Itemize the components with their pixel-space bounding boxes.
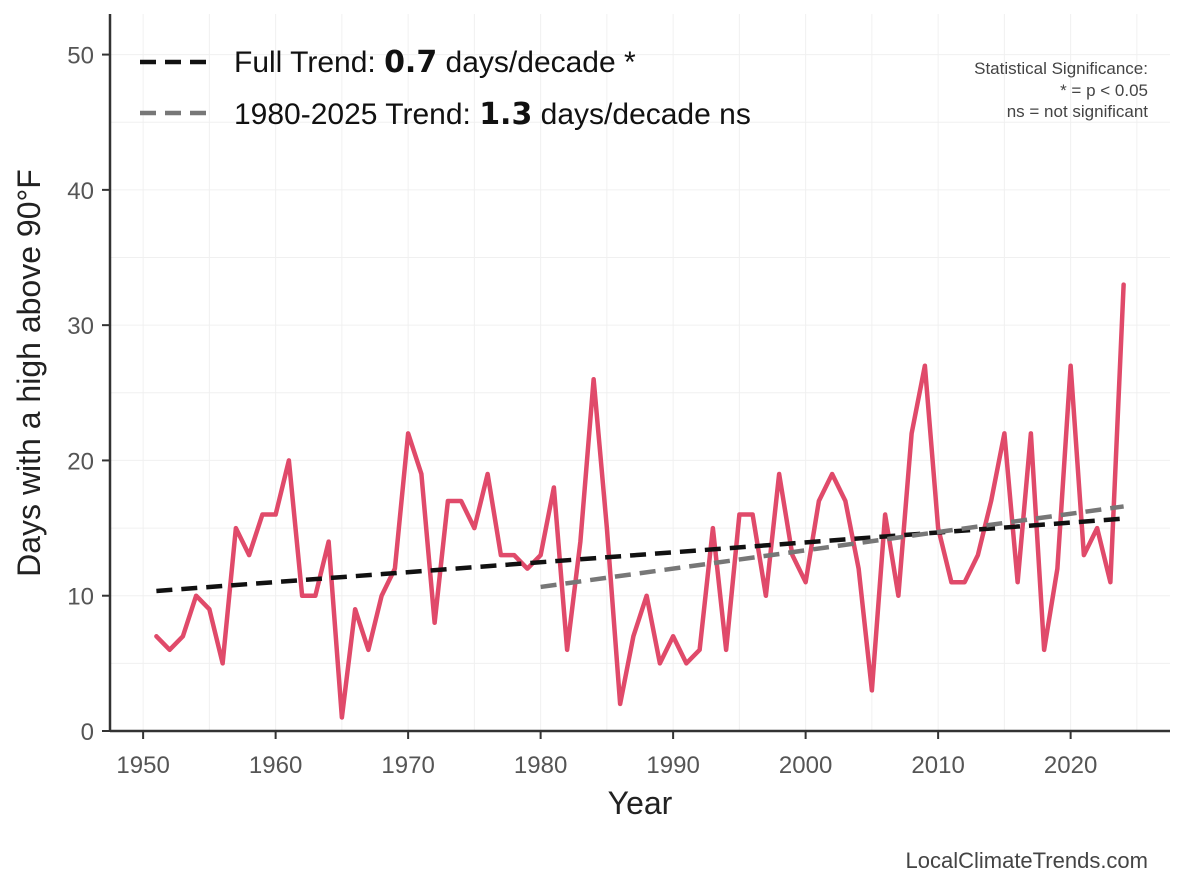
legend-label-1980-trend: 1980-2025 Trend: 1.3 days/decade ns — [234, 97, 751, 132]
legend-value-full-trend: 0.7 — [384, 45, 437, 80]
x-tick-label: 2010 — [911, 752, 964, 779]
legend: Full Trend: 0.7 days/decade * 1980-2025 … — [140, 45, 751, 132]
x-tick-label: 1960 — [249, 752, 302, 779]
legend-prefix-full-trend: Full Trend: — [234, 46, 384, 79]
legend-suffix-1980-trend: days/decade ns — [532, 98, 750, 131]
x-tick-label: 1990 — [646, 752, 699, 779]
y-tick-label: 40 — [67, 178, 94, 205]
x-tick-label: 1970 — [381, 752, 434, 779]
y-tick-label: 0 — [81, 719, 94, 746]
y-tick-label: 20 — [67, 448, 94, 475]
significance-title: Statistical Significance: — [974, 59, 1148, 78]
x-tick-label: 1950 — [116, 752, 169, 779]
significance-ns: ns = not significant — [1007, 102, 1149, 121]
y-tick-label: 10 — [67, 584, 94, 611]
data-series — [154, 282, 1126, 720]
legend-item-1980-trend: 1980-2025 Trend: 1.3 days/decade ns — [140, 97, 751, 132]
legend-item-full-trend: Full Trend: 0.7 days/decade * — [140, 45, 636, 80]
y-ticks: 0 10 20 30 40 50 — [67, 43, 110, 746]
x-ticks: 1950 1960 1970 1980 1990 2000 2010 2020 — [116, 731, 1097, 779]
observed-series-line — [154, 282, 1126, 720]
y-axis-title: Days with a high above 90°F — [11, 169, 47, 577]
axes — [108, 14, 1170, 733]
x-tick-label: 1980 — [514, 752, 567, 779]
1980-trend-line — [540, 504, 1124, 590]
legend-value-1980-trend: 1.3 — [479, 97, 532, 132]
x-tick-label: 2020 — [1044, 752, 1097, 779]
legend-prefix-1980-trend: 1980-2025 Trend: — [234, 98, 479, 131]
x-axis-title: Year — [608, 785, 673, 821]
significance-p-value: * = p < 0.05 — [1060, 81, 1148, 100]
grid — [110, 14, 1170, 731]
x-tick-label: 2000 — [779, 752, 832, 779]
significance-note: Statistical Significance: * = p < 0.05 n… — [974, 59, 1148, 121]
credit-text: LocalClimateTrends.com — [906, 848, 1149, 873]
legend-suffix-full-trend: days/decade * — [437, 46, 636, 79]
y-tick-label: 30 — [67, 313, 94, 340]
trend-lines — [156, 504, 1124, 594]
legend-label-full-trend: Full Trend: 0.7 days/decade * — [234, 45, 636, 80]
y-tick-label: 50 — [67, 43, 94, 70]
